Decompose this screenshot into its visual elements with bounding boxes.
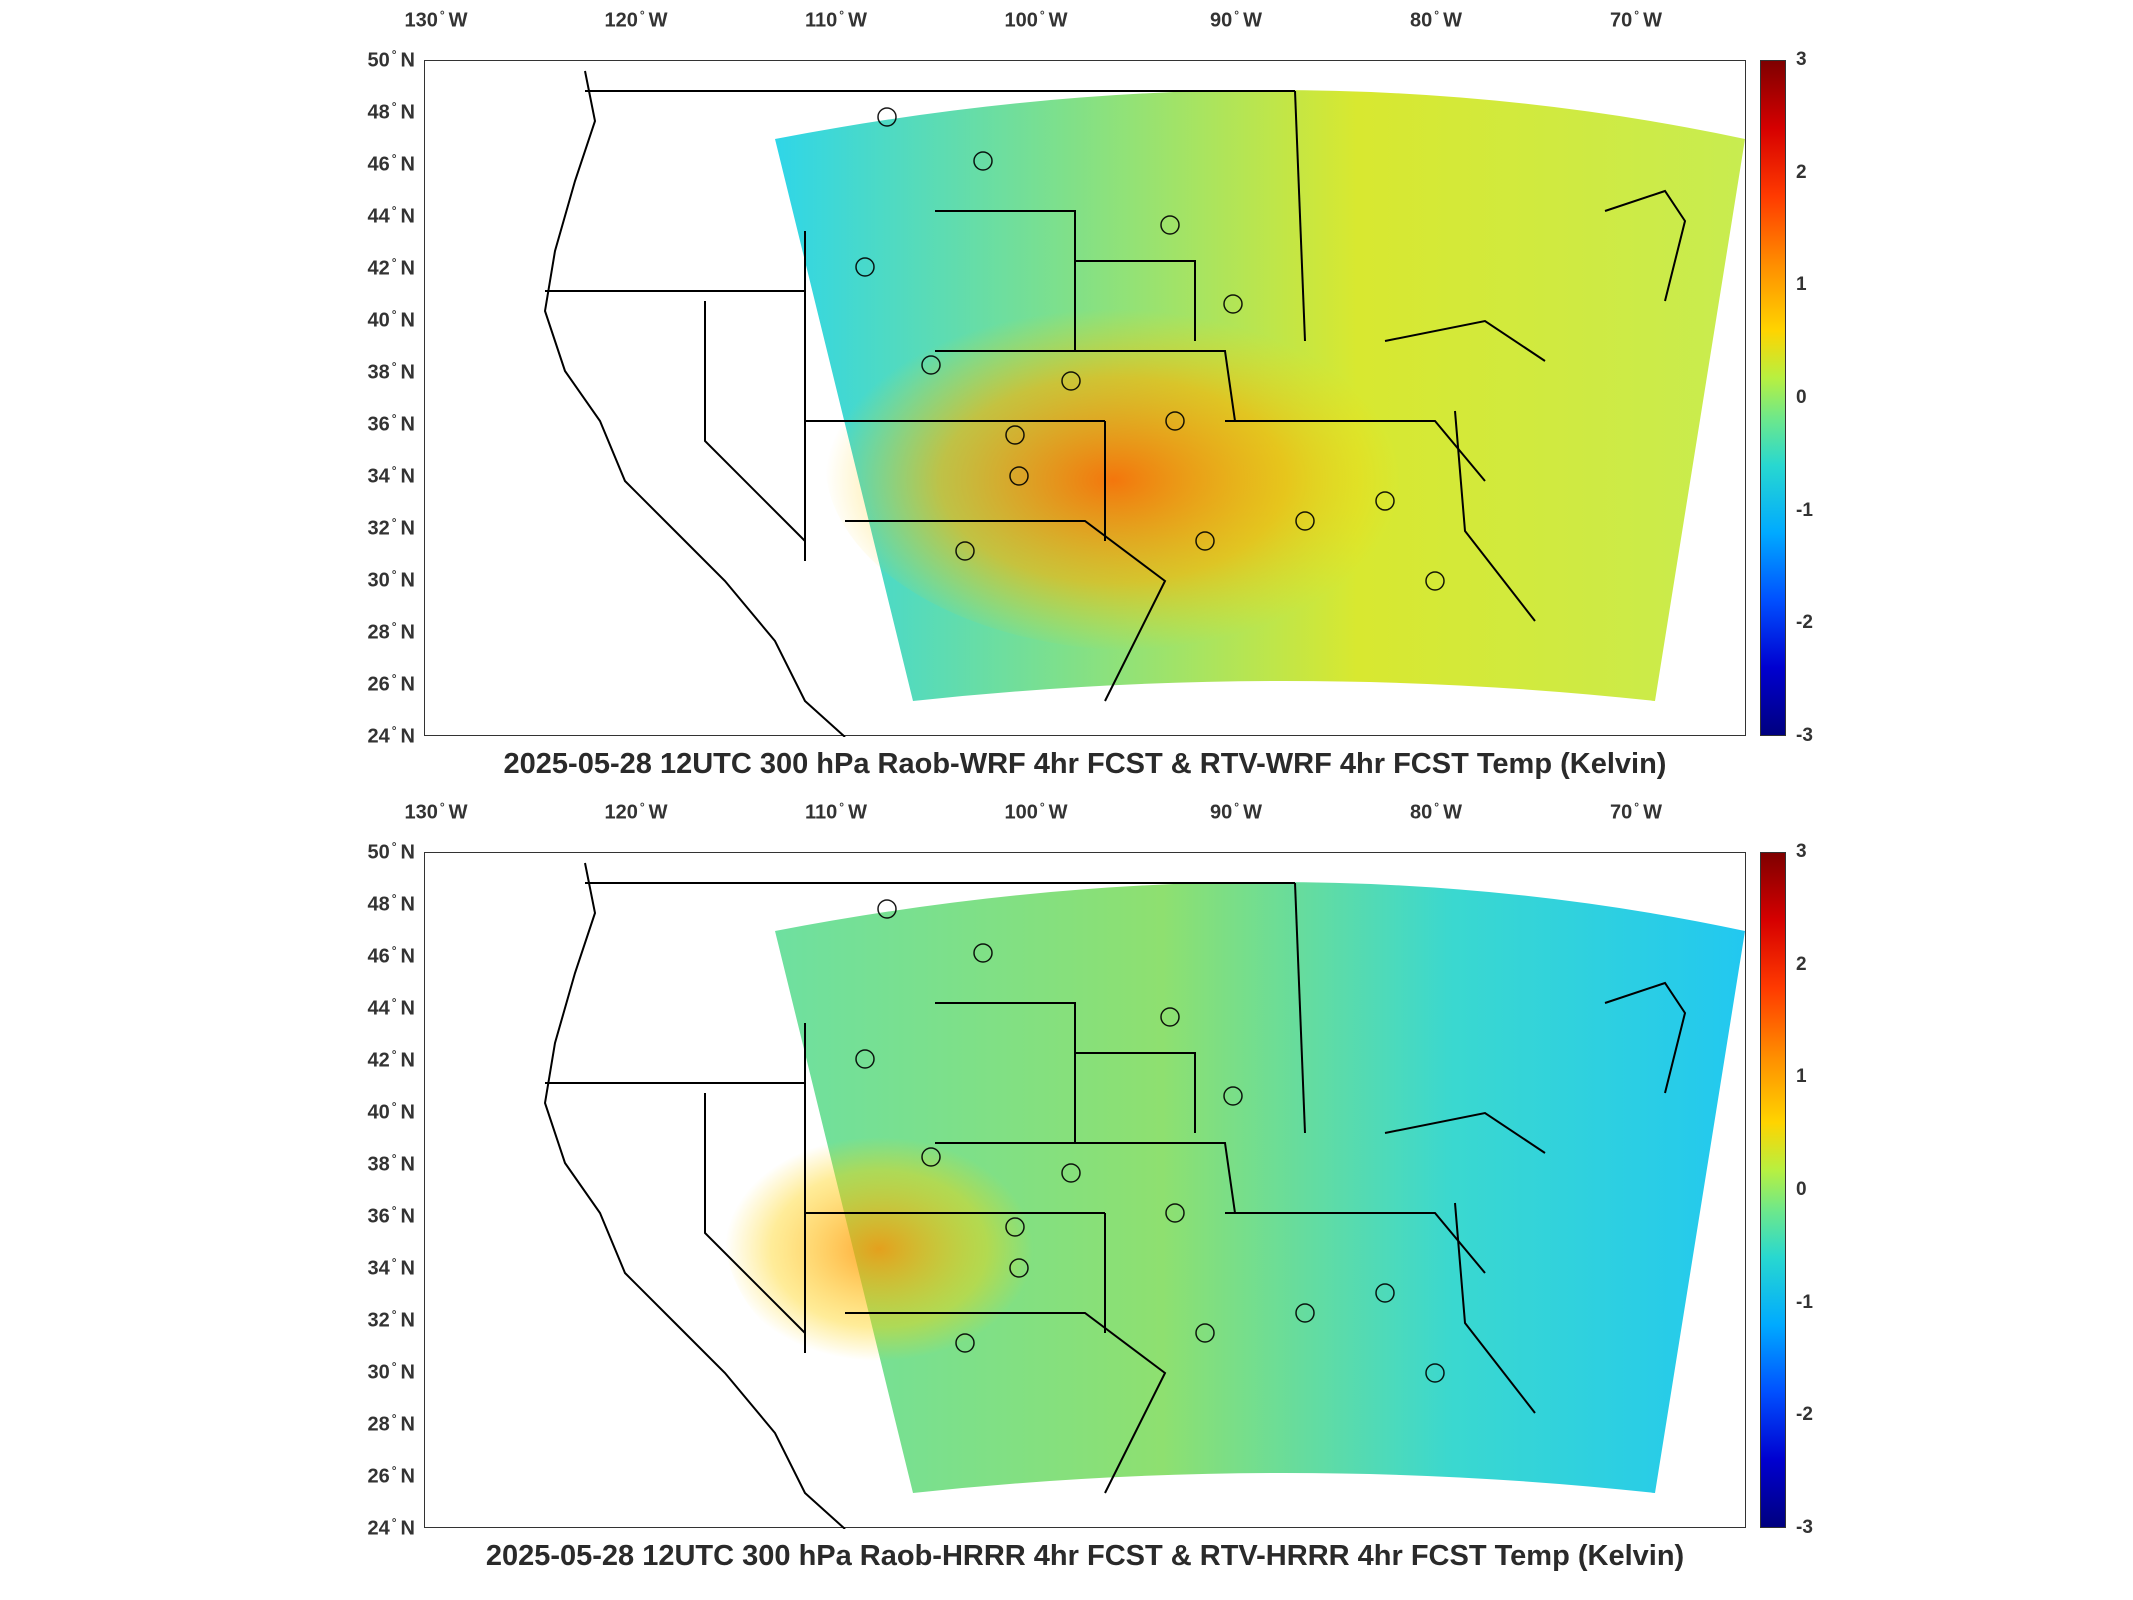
longitude-label: 70 ° W [1610, 800, 1662, 824]
longitude-label: 100 ° W [1004, 800, 1068, 824]
map-panel-top: 130 ° W 120 ° W 110 ° W 100 ° W 90 ° W 80 ° W 70 ° W 50 ° N 48 °… [367, 8, 1813, 780]
colorbar-tick-label: -2 [1796, 612, 1813, 634]
longitude-label: 70 ° W [1610, 8, 1662, 32]
colorbar-tick-label: -3 [1796, 725, 1813, 746]
latitude-label: 32 ° N [367, 515, 415, 540]
latitude-label: 46 ° N [367, 943, 415, 968]
latitude-label: 46 ° N [367, 151, 415, 176]
longitude-label: 130 ° W [404, 8, 468, 32]
longitude-label: 90 ° W [1210, 800, 1262, 824]
longitude-label: 120 ° W [604, 8, 668, 32]
latitude-label: 48 ° N [367, 99, 415, 124]
colorbar-tick-label: 2 [1796, 953, 1807, 975]
longitude-label: 110 ° W [805, 800, 867, 824]
latitude-label: 26 ° N [367, 1463, 415, 1488]
longitude-label: 130 ° W [404, 800, 468, 824]
longitude-label: 90 ° W [1210, 8, 1262, 32]
state-borders [543, 70, 1687, 737]
latitude-label: 38 ° N [367, 359, 415, 384]
colorbar-tick-label: 0 [1796, 387, 1807, 408]
latitude-label: 44 ° N [367, 995, 415, 1020]
panel-title: 2025-05-28 12UTC 300 hPa Raob-HRRR 4hr F… [485, 1540, 1685, 1572]
latitude-label: 36 ° N [367, 411, 415, 436]
longitude-label: 80 ° W [1410, 800, 1462, 824]
colorbar-tick-label: 0 [1796, 1179, 1807, 1200]
latitude-label: 48 ° N [367, 891, 415, 916]
longitude-label: 110 ° W [805, 8, 867, 32]
colorbar-tick-label: -2 [1796, 1404, 1813, 1426]
colorbar-tick-label: 2 [1796, 161, 1807, 183]
map-area [424, 852, 1746, 1529]
temperature-difference-map [543, 70, 1745, 737]
warm-anomaly-region [725, 1073, 1165, 1393]
station-markers [855, 107, 1445, 591]
latitude-label: 32 ° N [367, 1307, 415, 1332]
temperature-difference-map [543, 862, 1745, 1529]
colorbar-tick-label: 3 [1796, 49, 1807, 70]
latitude-label: 50 ° N [367, 47, 415, 72]
colorbar [1760, 60, 1786, 736]
map-area [424, 60, 1746, 737]
latitude-label: 24 ° N [367, 723, 415, 748]
latitude-label: 28 ° N [367, 1411, 415, 1436]
colorbar-tick-label: -3 [1796, 1517, 1813, 1538]
latitude-label: 34 ° N [367, 463, 415, 488]
latitude-label: 30 ° N [367, 567, 415, 592]
latitude-label: 34 ° N [367, 1255, 415, 1280]
colorbar-tick-label: 1 [1796, 274, 1807, 296]
latitude-label: 30 ° N [367, 1359, 415, 1384]
latitude-label: 42 ° N [367, 1047, 415, 1072]
longitude-label: 80 ° W [1410, 8, 1462, 32]
colorbar-tick-label: -1 [1796, 1291, 1813, 1313]
latitude-label: 40 ° N [367, 307, 415, 332]
latitude-label: 40 ° N [367, 1099, 415, 1124]
latitude-label: 24 ° N [367, 1515, 415, 1540]
latitude-label: 44 ° N [367, 203, 415, 228]
latitude-label: 28 ° N [367, 619, 415, 644]
warm-anomaly-region [825, 271, 1465, 651]
latitude-label: 26 ° N [367, 671, 415, 696]
colorbar-tick-label: -1 [1796, 499, 1813, 521]
state-borders [543, 862, 1687, 1529]
longitude-label: 120 ° W [604, 800, 668, 824]
panel-title: 2025-05-28 12UTC 300 hPa Raob-WRF 4hr FC… [503, 748, 1667, 780]
colorbar-tick-label: 1 [1796, 1066, 1807, 1088]
station-markers [855, 899, 1445, 1383]
colorbar [1760, 852, 1786, 1528]
colorbar-tick-label: 3 [1796, 841, 1807, 862]
latitude-label: 38 ° N [367, 1151, 415, 1176]
latitude-label: 42 ° N [367, 255, 415, 280]
longitude-label: 100 ° W [1004, 8, 1068, 32]
latitude-label: 50 ° N [367, 839, 415, 864]
latitude-label: 36 ° N [367, 1203, 415, 1228]
map-panel-bottom: 130 ° W 120 ° W 110 ° W 100 ° W 90 ° W 80 ° W 70 ° W 50 ° N 48 °… [0, 792, 2133, 1592]
